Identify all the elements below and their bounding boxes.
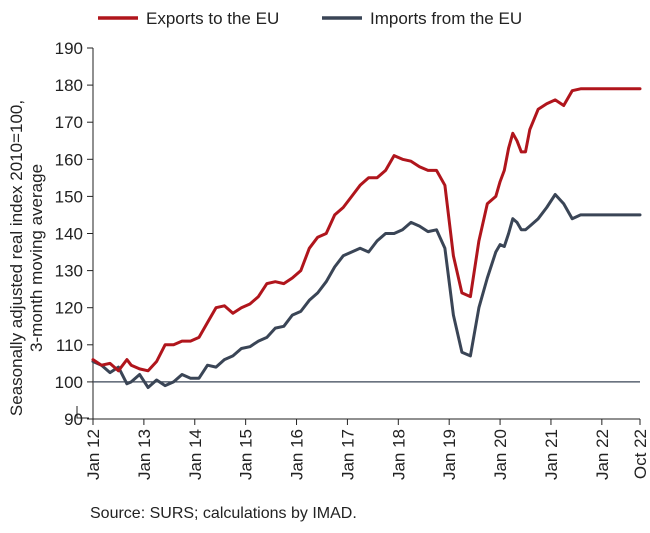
- series-line-exports: [91, 87, 642, 373]
- x-tick-label: Jan 22: [593, 429, 612, 480]
- x-tick-label: Jan 15: [237, 429, 256, 480]
- y-tick-label: 140: [55, 225, 83, 244]
- source-note: Source: SURS; calculations by IMAD.: [90, 505, 357, 522]
- y-tick-label: 190: [55, 39, 83, 58]
- x-tick-label: Jan 18: [389, 429, 408, 480]
- axis-break-mark: [76, 406, 89, 419]
- x-tick-label: Jan 13: [135, 429, 154, 480]
- y-tick-label: 100: [55, 373, 83, 392]
- y-tick-label: 110: [56, 336, 83, 355]
- legend-label-imports: Imports from the EU: [370, 9, 522, 28]
- y-axis-title-line1: Seasonally adjusted real index 2010=100,: [7, 100, 26, 416]
- plot-area: [91, 87, 642, 389]
- y-axis-title-line2: 3-month moving average: [27, 164, 46, 352]
- x-tick-label: Jan 21: [542, 429, 561, 480]
- y-tick-label: 150: [55, 187, 83, 206]
- y-axis-title: Seasonally adjusted real index 2010=100,…: [7, 100, 46, 416]
- x-tick-label: Jan 19: [440, 429, 459, 480]
- x-tick-label: Jan 16: [288, 429, 307, 480]
- y-tick-label: 170: [55, 113, 83, 132]
- y-tick-label: 130: [55, 262, 83, 281]
- y-tick-label: 180: [55, 76, 83, 95]
- y-axis: 90 100 110 120 130 140 150 160 170 180 190: [55, 39, 94, 429]
- legend: Exports to the EU Imports from the EU: [98, 9, 522, 28]
- series-line-imports: [91, 193, 642, 389]
- x-tick-label: Jan 12: [84, 429, 103, 480]
- x-tick-label: Jan 14: [186, 429, 205, 480]
- legend-label-exports: Exports to the EU: [146, 9, 279, 28]
- x-tick-label: Oct 22: [631, 429, 650, 479]
- x-tick-label: Jan 17: [338, 429, 357, 480]
- y-tick-label: 90: [64, 410, 83, 429]
- y-tick-label: 120: [55, 299, 83, 318]
- x-tick-label: Jan 20: [491, 429, 510, 480]
- x-axis: Jan 12 Jan 13 Jan 14 Jan 15 Jan 16 Jan 17 Jan …: [84, 418, 650, 480]
- y-tick-label: 160: [55, 150, 83, 169]
